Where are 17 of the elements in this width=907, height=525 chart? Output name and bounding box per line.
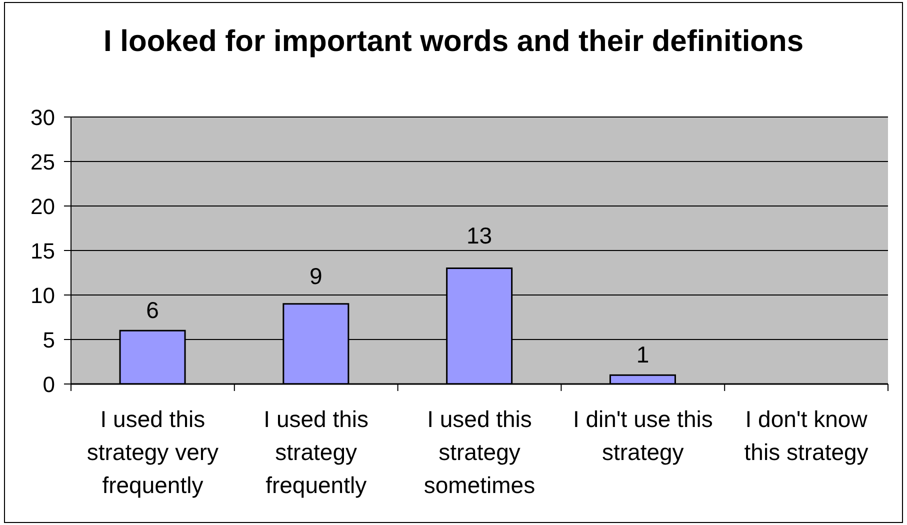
y-tick-label: 25 bbox=[30, 149, 55, 174]
x-tick-label: I used this strategy very frequently bbox=[86, 406, 220, 498]
data-label: 1 bbox=[636, 342, 650, 368]
y-tick-label: 0 bbox=[42, 372, 55, 397]
x-tick-label: I used this strategy frequently bbox=[264, 406, 369, 498]
x-tick-label: I used this strategy sometimes bbox=[424, 406, 536, 498]
y-tick-label: 5 bbox=[42, 327, 55, 352]
data-label: 9 bbox=[310, 262, 322, 289]
y-tick-label: 20 bbox=[30, 194, 55, 219]
y-tick-label: 15 bbox=[30, 238, 55, 264]
data-label: 13 bbox=[466, 222, 492, 248]
x-tick-label: I din't use this strategy bbox=[572, 406, 713, 465]
x-tick-label: I don't know this strategy bbox=[744, 406, 869, 465]
y-tick-label: 10 bbox=[30, 282, 55, 308]
chart-title: I looked for important words and their definitions bbox=[102, 24, 805, 60]
y-tick-label: 30 bbox=[30, 104, 55, 130]
data-label: 6 bbox=[146, 297, 159, 324]
